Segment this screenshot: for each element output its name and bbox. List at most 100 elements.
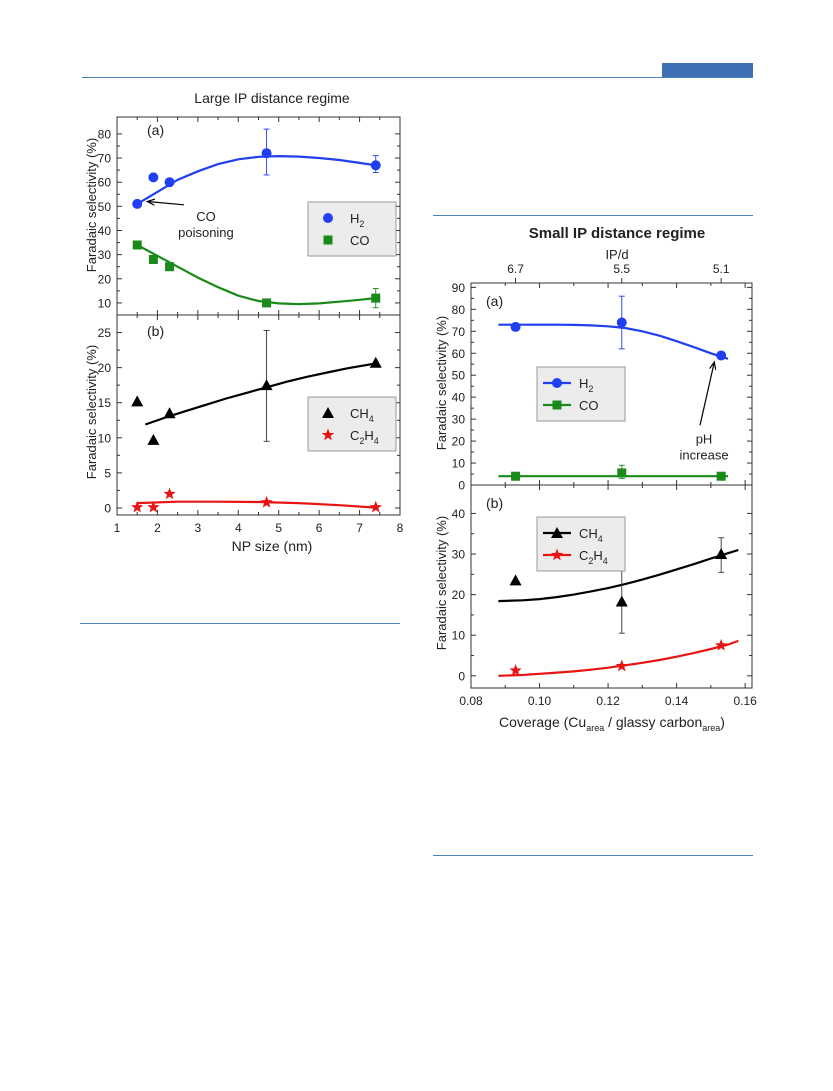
series-fit-line — [498, 323, 729, 360]
legend-entry: H2 — [579, 376, 593, 394]
data-point — [615, 659, 628, 672]
data-point — [615, 595, 628, 607]
x-tick-label: 0.08 — [459, 694, 483, 708]
series-fit-line — [136, 244, 376, 306]
data-point — [260, 379, 273, 391]
right-xlabel: Coverage (Cuarea / glassy carbonarea) — [499, 714, 725, 733]
y-tick-label: 80 — [452, 303, 466, 317]
x-tick-label: 6 — [316, 521, 323, 535]
legend-entry-sub: 2 — [359, 219, 364, 229]
legend-entry-main: H — [350, 211, 359, 226]
left-panel-0-series-1 — [132, 240, 381, 309]
y-tick-label: 15 — [98, 396, 112, 410]
right-chart-title: Small IP distance regime — [529, 225, 705, 242]
data-point — [369, 356, 382, 368]
right-bottom-rule — [433, 855, 753, 856]
legend-marker — [552, 378, 562, 388]
legend-entry-main: C — [579, 548, 588, 563]
legend-entry-sub: 4 — [369, 414, 374, 424]
legend-box — [536, 516, 626, 572]
x-tick-label: 8 — [397, 521, 404, 535]
y-tick-label: 60 — [98, 176, 112, 190]
y-tick-label: 40 — [98, 224, 112, 238]
data-point — [509, 664, 522, 676]
legend-box — [307, 201, 397, 257]
top-tick-label: 5.1 — [713, 262, 730, 276]
y-tick-label: 90 — [452, 281, 466, 295]
data-point — [511, 471, 521, 481]
x-tick-label: 0.12 — [596, 694, 620, 708]
y-tick-label: 10 — [98, 431, 112, 445]
left-figure: Large IP distance regime NP size (nm) Fa… — [84, 90, 404, 554]
data-point — [715, 548, 728, 560]
y-tick-label: 80 — [98, 127, 112, 141]
x-tick-label: 0.10 — [528, 694, 552, 708]
annotation-arrowhead — [145, 198, 156, 206]
y-tick-label: 30 — [452, 548, 466, 562]
top-tick-label: 6.7 — [507, 262, 524, 276]
legend-entry-main: CH — [579, 526, 598, 541]
x-tick-label: 2 — [154, 521, 161, 535]
data-point — [714, 638, 728, 651]
left-chart-title: Large IP distance regime — [194, 90, 350, 106]
right-xlabel-main: Coverage (Cu — [499, 714, 586, 730]
x-tick-label: 1 — [114, 521, 121, 535]
left-panel-0-series-0 — [132, 128, 381, 209]
data-point — [510, 321, 521, 332]
legend-entry-sub: 2 — [359, 436, 364, 446]
x-tick-label: 0.14 — [665, 694, 689, 708]
data-point — [147, 500, 160, 513]
left-panel-b: Faradaic selectivity (%) (b) — [84, 323, 164, 479]
legend-entry-main: CO — [350, 233, 370, 248]
legend-entry: C2H4 — [579, 548, 608, 566]
left-a-ylabel: Faradaic selectivity (%) — [84, 138, 99, 272]
annotation-text: CO — [196, 209, 216, 224]
data-point — [132, 240, 142, 250]
annotation-arrowhead — [709, 360, 717, 371]
right-panel-a: Faradaic selectivity (%) (a) — [434, 293, 503, 450]
legend-entry: H2 — [350, 211, 364, 229]
legend-entry-sub: 4 — [374, 436, 379, 446]
x-tick-label: 4 — [235, 521, 242, 535]
legend-entry-main: H — [364, 428, 373, 443]
right-panel-0-series-1 — [498, 464, 728, 481]
right-panel-1-series-1 — [498, 638, 739, 677]
legend-entry-main: CH — [350, 406, 369, 421]
data-point — [716, 471, 726, 481]
legend-marker — [322, 407, 334, 418]
data-point — [164, 177, 175, 188]
data-point — [148, 172, 159, 183]
legend-box — [307, 396, 397, 452]
data-point — [147, 433, 160, 445]
legend-box — [536, 366, 626, 422]
legend-entry-sub: 2 — [588, 384, 593, 394]
legend-marker — [552, 400, 562, 410]
series-fit-line — [498, 548, 739, 603]
y-tick-label: 10 — [98, 296, 112, 310]
y-tick-label: 0 — [104, 501, 111, 515]
right-panel-0-plot: 0 10 20 30 40 50 60 70 80 90 6.7 5.5 5.1 H2 CO pHincrea… — [452, 262, 753, 493]
data-point — [131, 395, 144, 407]
y-tick-label: 40 — [452, 391, 466, 405]
y-tick-label: 70 — [98, 152, 112, 166]
y-tick-label: 5 — [104, 466, 111, 480]
x-tick-label: 5 — [275, 521, 282, 535]
right-xlabel-end: ) — [720, 714, 725, 730]
left-panel-a: Faradaic selectivity (%) (a) — [84, 122, 164, 272]
y-tick-label: 40 — [452, 507, 466, 521]
left-xlabel: NP size (nm) — [232, 538, 313, 554]
y-tick-label: 20 — [452, 435, 466, 449]
legend-entry: CH4 — [579, 526, 603, 544]
y-tick-label: 30 — [98, 248, 112, 262]
left-bottom-rule — [80, 623, 400, 624]
y-tick-label: 60 — [452, 347, 466, 361]
legend-marker — [323, 213, 333, 223]
data-point — [509, 574, 522, 586]
left-panel-1-series-0 — [131, 329, 382, 445]
header-tab — [662, 63, 753, 77]
legend-entry-sub: 4 — [603, 556, 608, 566]
right-a-ylabel: Faradaic selectivity (%) — [434, 316, 449, 450]
